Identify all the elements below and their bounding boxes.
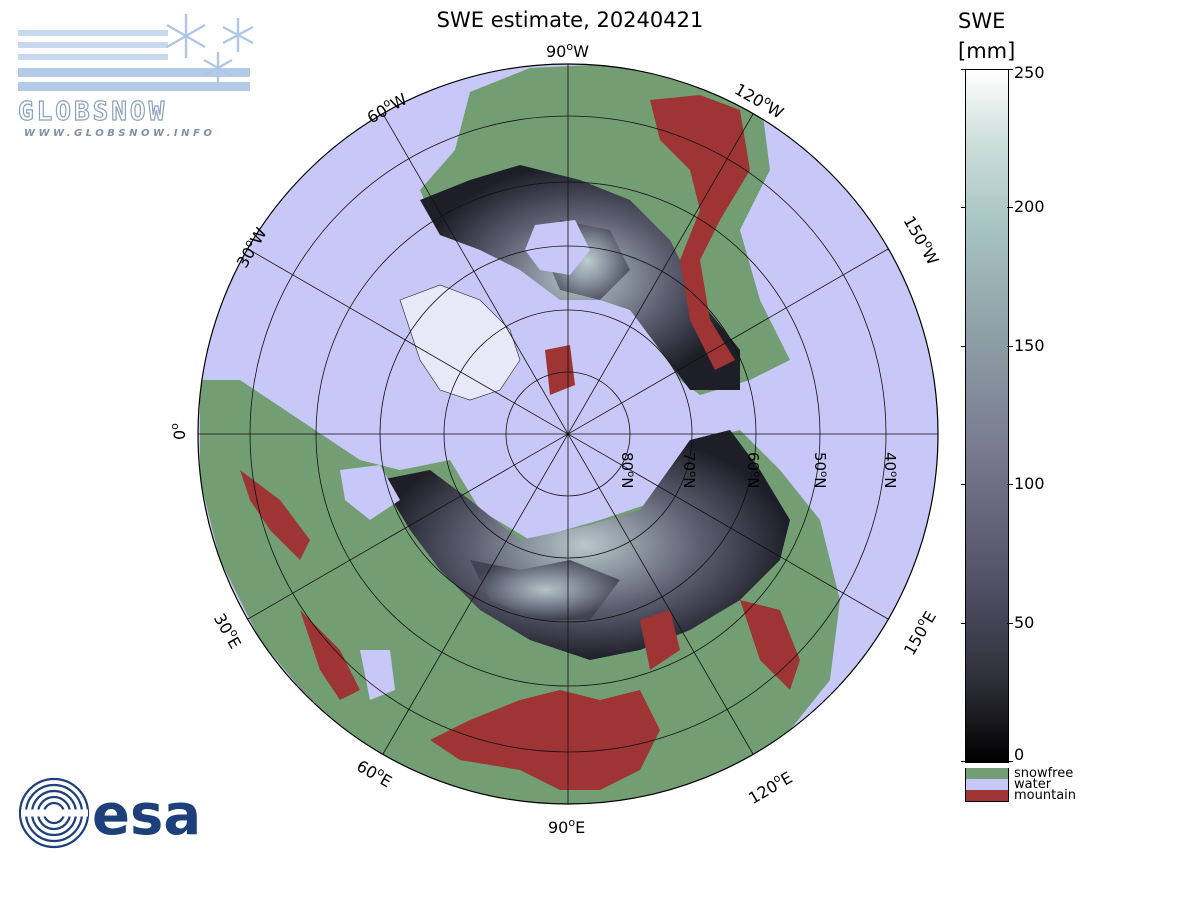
colorbar-title-swe: SWE (958, 9, 1006, 33)
category-label-water: water (1014, 777, 1052, 792)
map-title: SWE estimate, 20240421 (436, 8, 704, 32)
graticule (198, 64, 938, 804)
swe-colorbar (965, 69, 1009, 763)
label-120e: 120oE (744, 766, 796, 808)
esa-wordmark: esa (92, 783, 201, 848)
colorbar-title: SWE [mm] (958, 6, 1015, 66)
label-lat-40: 40oN (881, 452, 899, 488)
label-30e: 30oE (210, 609, 247, 652)
category-label-mountain: mountain (1014, 788, 1077, 803)
eurasia-snow (380, 430, 790, 660)
colorbar-tick-label: 250 (1014, 63, 1045, 82)
label-0: 0o (168, 423, 189, 440)
label-lat-50: 50oN (811, 452, 829, 488)
colorbar-tick-mark (1007, 761, 1013, 762)
siberia-snow-highlight (470, 560, 620, 620)
esa-logo: esa (18, 777, 201, 849)
label-90w: 90oW (546, 40, 589, 61)
map-outline (197, 63, 939, 805)
globsnow-wordmark: GLOBSNOW (18, 97, 167, 127)
label-150e: 150oE (898, 607, 940, 659)
colorbar-tick-mark (1007, 484, 1013, 486)
colorbar-tick-mark-left (961, 622, 966, 624)
greenland-land (399, 284, 521, 401)
latitude-labels: 80oN 70oN 60oN 50oN 40oN (618, 452, 899, 488)
category-swatch-snowfree (965, 768, 1009, 779)
label-60e: 60oE (353, 755, 396, 792)
label-lat-70: 70oN (680, 452, 698, 488)
polar-swe-map: 90oW 90oE 60oW 120oW 30oW 150oW 0o 180oW… (168, 40, 945, 837)
colorbar-tick-mark (1007, 622, 1013, 624)
label-150w: 150oW (900, 212, 945, 269)
colorbar-tick-label: 0 (1014, 745, 1025, 764)
caspian-sea (360, 650, 395, 700)
colorbar-tick-label: 100 (1014, 474, 1045, 494)
globsnow-logo: GLOBSNOW WWW.GLOBSNOW.INFO (18, 14, 254, 139)
hudson-bay (525, 220, 590, 275)
mountain-regions (240, 95, 800, 790)
colorbar-tick-mark-left (961, 761, 966, 762)
colorbar-tick-mark-left (961, 345, 966, 347)
snowflake-icon (166, 14, 254, 84)
colorbar-tick-mark (1007, 345, 1013, 347)
globsnow-url: WWW.GLOBSNOW.INFO (24, 128, 215, 139)
category-swatch-water (965, 779, 1009, 790)
colorbar-tick-mark-left (961, 207, 966, 209)
colorbar-tick-mark-left (961, 484, 966, 486)
category-label-snowfree: snowfree (1014, 766, 1074, 781)
colorbar-tick-mark-left (961, 69, 966, 70)
label-lat-80: 80oN (618, 452, 636, 488)
colorbar-title-unit: [mm] (958, 39, 1016, 63)
category-swatch-mountain (965, 790, 1009, 802)
colorbar-tick-label: 150 (1014, 335, 1045, 355)
colorbar-tick-mark (1007, 207, 1013, 209)
land-layers (200, 64, 840, 804)
label-90e: 90oE (548, 816, 585, 837)
colorbar-tick-mark (1007, 69, 1013, 70)
label-lat-60: 60oN (744, 452, 762, 488)
colorbar-tick-label: 50 (1014, 612, 1035, 632)
colorbar-tick-label: 200 (1014, 197, 1045, 217)
